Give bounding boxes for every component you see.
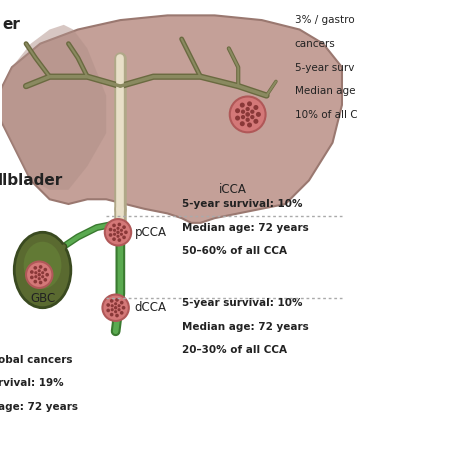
Circle shape [250, 115, 255, 119]
Text: 50–60% of all CCA: 50–60% of all CCA [182, 246, 287, 256]
Circle shape [124, 230, 128, 234]
Circle shape [113, 233, 116, 236]
Circle shape [250, 109, 255, 114]
Text: GBC: GBC [30, 292, 55, 305]
Circle shape [46, 273, 49, 276]
Circle shape [34, 275, 37, 278]
Circle shape [246, 107, 250, 111]
Circle shape [114, 310, 117, 313]
Circle shape [118, 223, 121, 226]
Ellipse shape [14, 232, 71, 308]
Circle shape [122, 225, 126, 229]
Circle shape [118, 238, 121, 242]
Circle shape [41, 271, 44, 274]
Circle shape [254, 105, 258, 110]
Circle shape [122, 306, 126, 310]
Circle shape [116, 230, 120, 234]
Text: 5-year surv: 5-year surv [295, 63, 354, 73]
Text: obal cancers: obal cancers [0, 355, 72, 365]
Circle shape [118, 304, 121, 307]
Text: 5-year survival: 10%: 5-year survival: 10% [182, 199, 302, 210]
Circle shape [110, 308, 114, 311]
Circle shape [30, 275, 34, 279]
Text: 10% of all C: 10% of all C [295, 109, 357, 120]
Polygon shape [0, 25, 106, 190]
Circle shape [256, 112, 261, 117]
Circle shape [37, 277, 41, 280]
Circle shape [117, 227, 119, 230]
Text: er: er [2, 18, 20, 32]
Circle shape [44, 278, 47, 282]
Circle shape [110, 313, 113, 317]
Circle shape [34, 271, 37, 274]
Circle shape [105, 219, 131, 246]
Circle shape [246, 112, 250, 117]
Circle shape [230, 97, 265, 132]
Circle shape [254, 119, 258, 124]
Text: 20–30% of all CCA: 20–30% of all CCA [182, 346, 287, 356]
Ellipse shape [24, 242, 62, 289]
Circle shape [26, 262, 53, 288]
Circle shape [120, 311, 124, 315]
Circle shape [41, 275, 44, 278]
Circle shape [247, 122, 252, 128]
Circle shape [241, 109, 245, 114]
Circle shape [247, 101, 252, 106]
Circle shape [118, 308, 121, 311]
Circle shape [109, 233, 112, 237]
Circle shape [240, 121, 245, 126]
Circle shape [44, 268, 47, 272]
Circle shape [120, 229, 123, 232]
Circle shape [39, 281, 43, 284]
Circle shape [37, 273, 41, 276]
Circle shape [235, 116, 240, 120]
Text: dCCA: dCCA [135, 301, 166, 314]
Circle shape [34, 280, 37, 283]
Text: Median age: Median age [295, 86, 356, 96]
Circle shape [235, 108, 240, 113]
Polygon shape [0, 15, 342, 223]
Circle shape [112, 237, 116, 241]
Circle shape [110, 299, 113, 303]
Circle shape [246, 118, 250, 122]
Circle shape [115, 298, 119, 302]
Text: 5-year survival: 10%: 5-year survival: 10% [182, 298, 302, 308]
Circle shape [122, 236, 126, 239]
Circle shape [114, 302, 117, 305]
Ellipse shape [111, 231, 125, 243]
Circle shape [106, 303, 110, 307]
Circle shape [240, 102, 245, 108]
Circle shape [37, 269, 41, 273]
Circle shape [110, 304, 114, 307]
Circle shape [109, 228, 112, 231]
Text: pCCA: pCCA [135, 226, 166, 239]
Circle shape [113, 229, 116, 232]
Circle shape [241, 115, 245, 119]
Text: cancers: cancers [295, 39, 336, 49]
Circle shape [115, 314, 119, 318]
Circle shape [106, 309, 110, 312]
Text: age: 72 years: age: 72 years [0, 402, 78, 412]
Text: 3% / gastro: 3% / gastro [295, 15, 355, 26]
Circle shape [120, 301, 124, 304]
Circle shape [34, 266, 37, 270]
Text: rvival: 19%: rvival: 19% [0, 378, 64, 389]
Circle shape [114, 306, 118, 310]
Circle shape [117, 235, 119, 238]
Circle shape [112, 224, 116, 227]
Text: Median age: 72 years: Median age: 72 years [182, 322, 309, 332]
Text: Median age: 72 years: Median age: 72 years [182, 223, 309, 233]
Text: llblader: llblader [0, 173, 63, 188]
Text: iCCA: iCCA [219, 183, 247, 196]
Circle shape [120, 233, 123, 236]
Circle shape [30, 270, 34, 274]
Circle shape [39, 265, 43, 269]
Circle shape [102, 294, 129, 321]
